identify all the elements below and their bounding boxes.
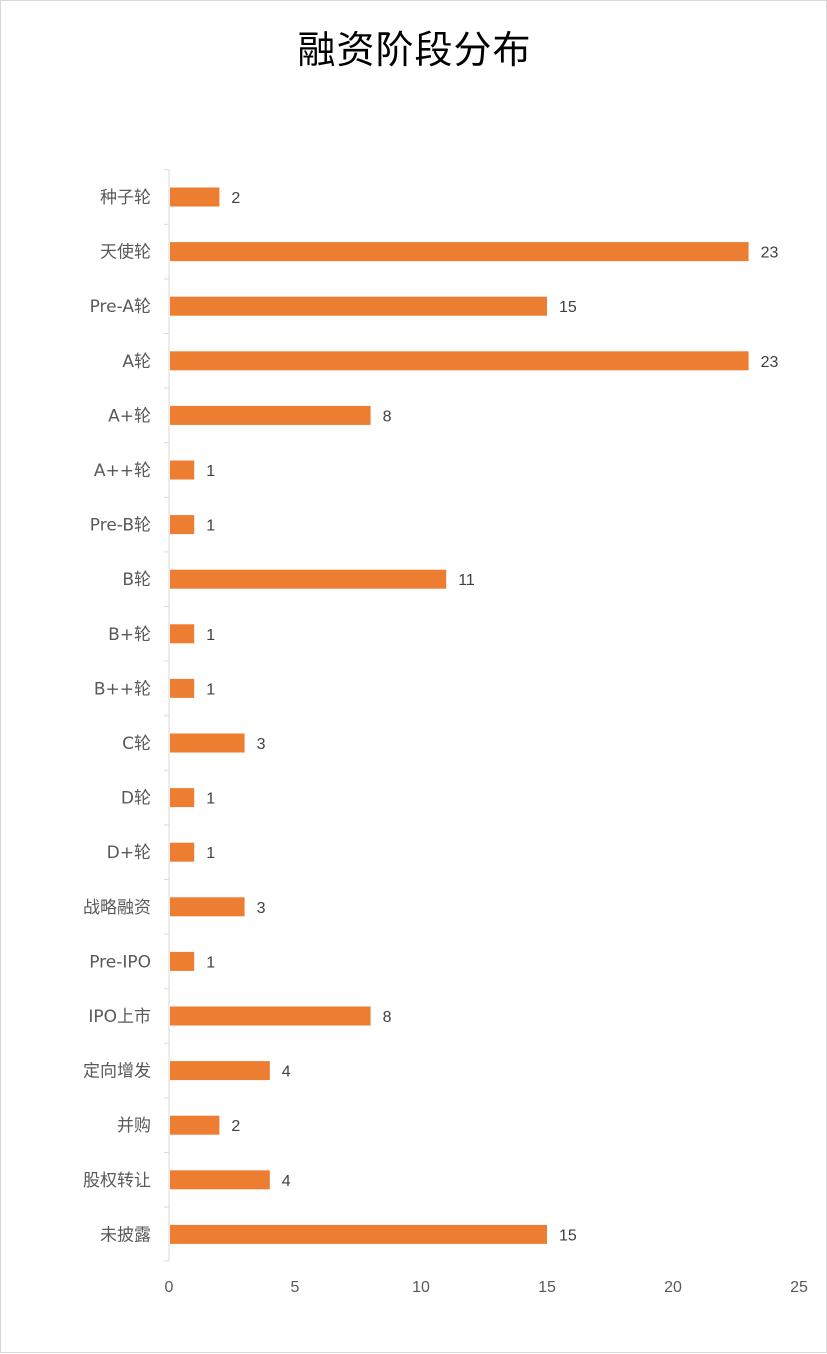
bar (170, 624, 195, 644)
data-label: 1 (206, 518, 215, 535)
data-label: 8 (383, 1009, 392, 1026)
data-label: 15 (559, 299, 577, 316)
data-label: 3 (257, 736, 266, 753)
category-label: IPO上市 (88, 1007, 151, 1027)
bar (170, 951, 195, 971)
category-label: 股权转让 (83, 1171, 151, 1191)
category-label: Pre-A轮 (90, 297, 151, 317)
data-label: 2 (231, 190, 240, 207)
category-label: 种子轮 (100, 188, 151, 208)
bar (170, 842, 195, 862)
bar (170, 1115, 220, 1135)
category-label: Pre-B轮 (90, 516, 151, 536)
bar (170, 1224, 547, 1244)
data-label: 11 (458, 572, 475, 589)
category-label: Pre-IPO (89, 952, 151, 972)
data-label: 3 (257, 900, 266, 917)
category-label: A+轮 (108, 406, 151, 426)
data-label: 15 (559, 1227, 577, 1244)
data-label: 1 (206, 463, 215, 480)
data-label: 4 (282, 1064, 291, 1081)
category-label: B+轮 (108, 625, 151, 645)
bar (170, 897, 245, 917)
bar (170, 296, 547, 316)
data-label: 4 (282, 1173, 291, 1190)
x-tick-label: 15 (538, 1279, 556, 1296)
bar (170, 515, 195, 535)
bar (170, 1006, 371, 1026)
bar (170, 733, 245, 753)
x-tick-label: 20 (664, 1279, 682, 1296)
category-label: A++轮 (94, 461, 151, 481)
category-label: 天使轮 (100, 242, 151, 263)
bar (170, 460, 195, 480)
category-label: C轮 (122, 734, 151, 754)
x-tick-label: 5 (291, 1279, 300, 1296)
data-label: 1 (206, 681, 215, 698)
category-label: B轮 (122, 570, 151, 590)
chart-title: 融资阶段分布 (297, 28, 532, 72)
x-tick-label: 0 (165, 1279, 174, 1296)
data-label: 23 (761, 245, 779, 262)
data-label: 1 (206, 845, 215, 862)
category-label: 战略融资 (83, 898, 151, 918)
category-label: D轮 (121, 789, 151, 809)
category-label: 定向增发 (83, 1062, 151, 1082)
category-label: A轮 (122, 352, 151, 372)
data-label: 1 (206, 954, 215, 971)
data-label: 2 (231, 1118, 240, 1135)
bar (170, 1170, 270, 1190)
data-label: 8 (383, 408, 392, 425)
bar (170, 187, 220, 207)
bar (170, 1061, 270, 1081)
data-label: 23 (761, 354, 779, 371)
category-label: D+轮 (107, 843, 151, 863)
data-label: 1 (206, 627, 215, 644)
x-tick-label: 10 (412, 1279, 430, 1296)
bar (170, 678, 195, 698)
category-label: 未披露 (100, 1225, 151, 1245)
category-label: 并购 (117, 1116, 151, 1136)
bar (170, 242, 749, 262)
bar (170, 788, 195, 808)
bar (170, 569, 447, 589)
bar (170, 405, 371, 425)
data-label: 1 (206, 791, 215, 808)
category-label: B++轮 (94, 679, 151, 699)
bar (170, 351, 749, 371)
x-tick-label: 25 (790, 1279, 808, 1296)
